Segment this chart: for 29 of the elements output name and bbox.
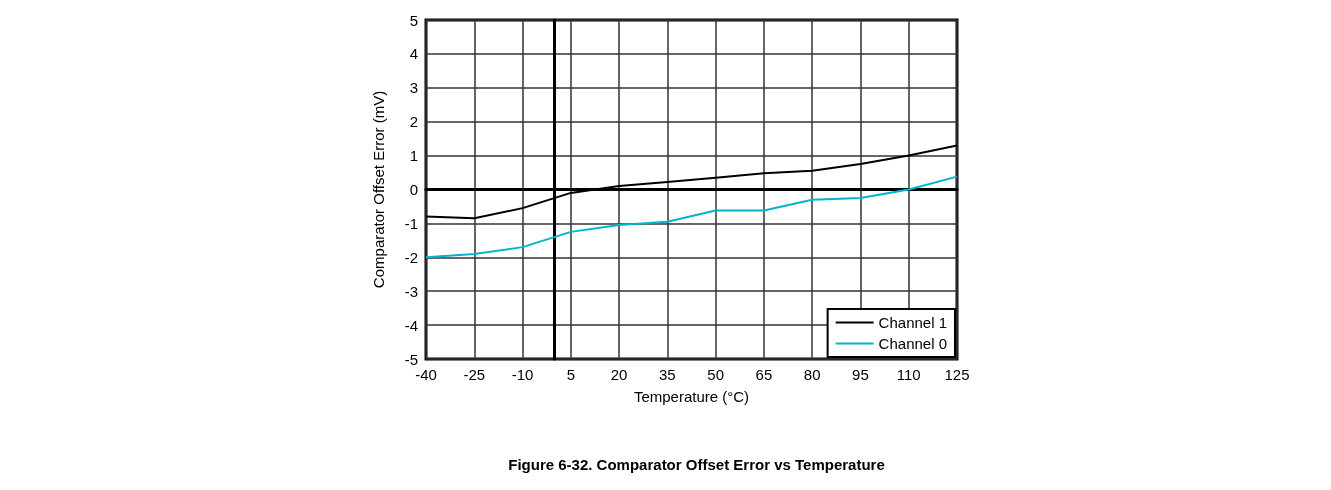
x-tick-label: 110 — [896, 366, 921, 383]
x-tick-label: 80 — [803, 366, 821, 383]
x-tick-label: 125 — [944, 366, 970, 383]
y-tick-label: -2 — [404, 248, 418, 266]
x-tick-label: -40 — [415, 366, 437, 383]
x-tick-label: 65 — [755, 366, 773, 383]
y-tick-label: 0 — [409, 181, 418, 198]
y-tick-label: 2 — [409, 113, 418, 131]
x-tick-label: 35 — [659, 366, 676, 383]
y-tick-label: -1 — [404, 214, 418, 232]
x-tick-label: 5 — [566, 366, 575, 383]
x-tick-label: -25 — [463, 366, 486, 383]
y-tick-label: -3 — [404, 282, 418, 300]
y-tick-label: 3 — [409, 79, 418, 97]
y-tick-label: 5 — [409, 11, 418, 29]
legend-label: Channel 1 — [878, 314, 947, 331]
x-tick-label: 50 — [707, 366, 724, 383]
y-tick-label: 1 — [409, 147, 418, 165]
text: Figure 6-32. Comparator Offset Error vs Temperature — [508, 456, 885, 473]
x-tick-label: 20 — [610, 366, 628, 383]
x-tick-label: -10 — [511, 366, 534, 383]
y-tick-label: -5 — [404, 350, 418, 368]
y-tick-label: -4 — [404, 316, 418, 334]
y-tick-label: 4 — [409, 45, 418, 63]
legend-label: Channel 0 — [878, 335, 947, 352]
y-axis-title: Comparator Offset Error (mV) — [370, 90, 387, 289]
line-series — [425, 175, 958, 259]
x-axis-title: Temperature (°C) — [633, 388, 750, 405]
x-tick-label: 95 — [852, 366, 869, 383]
